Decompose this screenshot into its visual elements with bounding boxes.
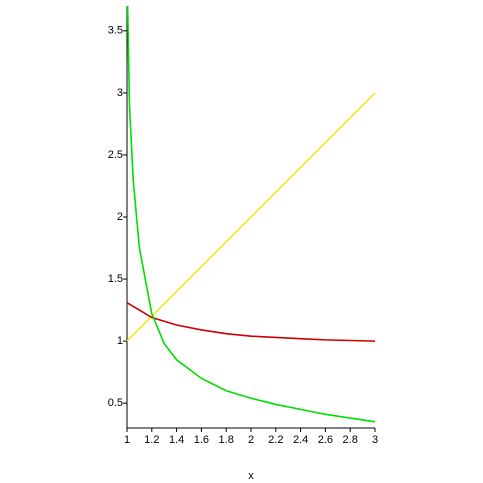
- curve: [126, 5, 376, 423]
- y-tick-label: 3: [117, 87, 123, 99]
- curve: [126, 92, 376, 342]
- x-tick-label: 2.2: [268, 434, 283, 446]
- x-tick-label: 2.6: [318, 434, 333, 446]
- y-tick-label: 1: [117, 335, 123, 347]
- x-tick-label: 1.4: [169, 434, 184, 446]
- x-tick-label: 1: [124, 434, 130, 446]
- y-tick-label: 2.5: [108, 149, 123, 161]
- x-tick-label: 2.8: [343, 434, 358, 446]
- x-tick-label: 1.2: [144, 434, 159, 446]
- y-tick-label: 2: [117, 211, 123, 223]
- y-tick-label: 0.5: [108, 397, 123, 409]
- x-tick-label: 2.4: [293, 434, 308, 446]
- x-tick-label: 1.8: [219, 434, 234, 446]
- x-tick-label: 3: [372, 434, 378, 446]
- x-tick-label: 1.6: [194, 434, 209, 446]
- x-tick-label: 2: [248, 434, 254, 446]
- x-axis-label: x: [248, 470, 254, 482]
- y-tick-label: 3.5: [108, 25, 123, 37]
- curve: [126, 301, 376, 342]
- y-tick-label: 1.5: [108, 273, 123, 285]
